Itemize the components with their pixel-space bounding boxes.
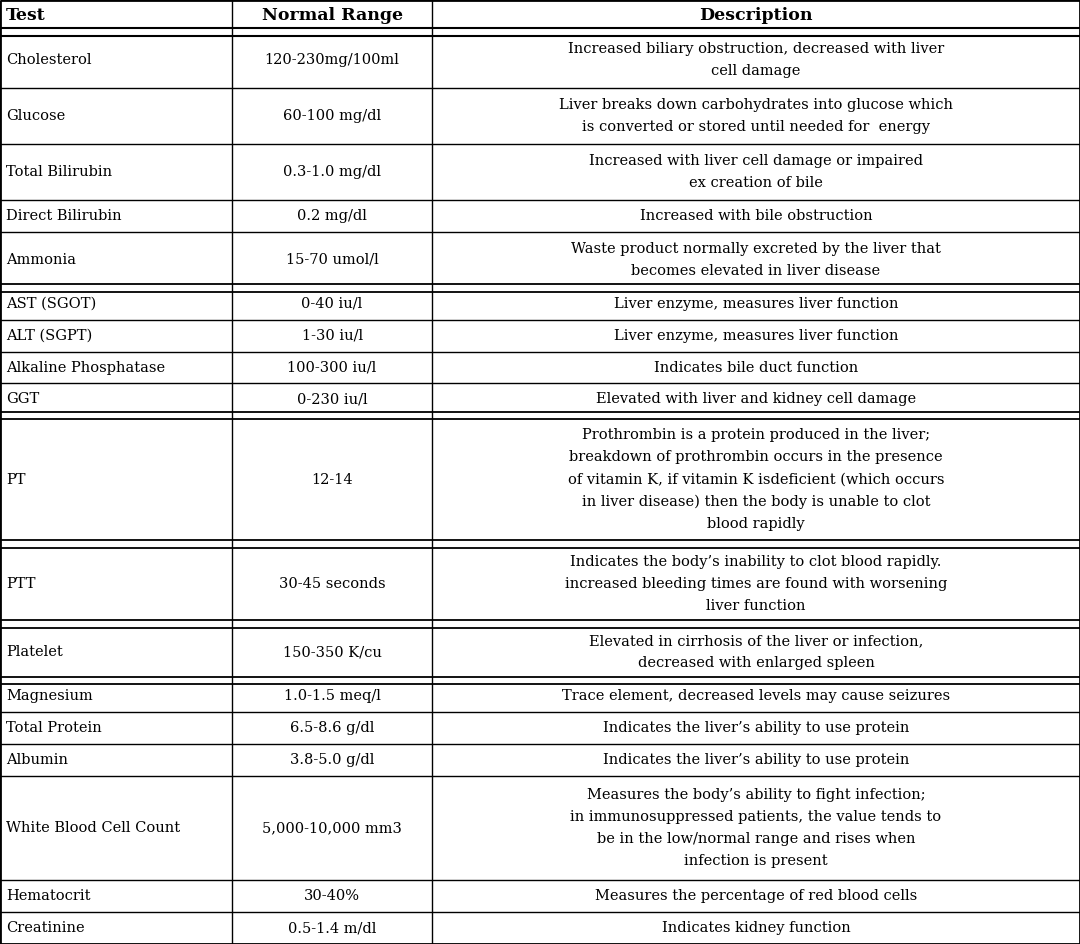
- Text: Total Protein: Total Protein: [6, 721, 103, 735]
- Text: blood rapidly: blood rapidly: [707, 517, 805, 531]
- Text: Glucose: Glucose: [6, 109, 66, 123]
- Text: Prothrombin is a protein produced in the liver;: Prothrombin is a protein produced in the…: [582, 429, 930, 442]
- Text: ex creation of bile: ex creation of bile: [689, 177, 823, 190]
- Text: Indicates the body’s inability to clot blood rapidly.: Indicates the body’s inability to clot b…: [570, 555, 942, 569]
- Text: in liver disease) then the body is unable to clot: in liver disease) then the body is unabl…: [582, 495, 930, 509]
- Text: 100-300 iu/l: 100-300 iu/l: [287, 361, 377, 375]
- Text: 0.3-1.0 mg/dl: 0.3-1.0 mg/dl: [283, 165, 381, 179]
- Text: 12-14: 12-14: [311, 473, 353, 487]
- Text: Normal Range: Normal Range: [261, 8, 403, 25]
- Text: Elevated with liver and kidney cell damage: Elevated with liver and kidney cell dama…: [596, 393, 916, 406]
- Text: 150-350 K/cu: 150-350 K/cu: [283, 646, 381, 659]
- Text: ALT (SGPT): ALT (SGPT): [6, 329, 93, 343]
- Text: Alkaline Phosphatase: Alkaline Phosphatase: [6, 361, 165, 375]
- Text: Magnesium: Magnesium: [6, 689, 93, 703]
- Text: Ammonia: Ammonia: [6, 253, 77, 267]
- Text: 0-230 iu/l: 0-230 iu/l: [297, 393, 367, 406]
- Text: Increased with bile obstruction: Increased with bile obstruction: [639, 209, 873, 223]
- Text: 120-230mg/100ml: 120-230mg/100ml: [265, 53, 400, 67]
- Text: Indicates kidney function: Indicates kidney function: [662, 921, 850, 936]
- Text: liver function: liver function: [706, 599, 806, 614]
- Text: Indicates bile duct function: Indicates bile duct function: [653, 361, 859, 375]
- Text: 15-70 umol/l: 15-70 umol/l: [286, 253, 378, 267]
- Text: Description: Description: [699, 8, 813, 25]
- Text: 5,000-10,000 mm3: 5,000-10,000 mm3: [262, 821, 402, 835]
- Text: breakdown of prothrombin occurs in the presence: breakdown of prothrombin occurs in the p…: [569, 450, 943, 464]
- Text: 0.5-1.4 m/dl: 0.5-1.4 m/dl: [288, 921, 376, 936]
- Text: 3.8-5.0 g/dl: 3.8-5.0 g/dl: [289, 753, 375, 767]
- Text: Hematocrit: Hematocrit: [6, 889, 91, 903]
- Text: 60-100 mg/dl: 60-100 mg/dl: [283, 109, 381, 123]
- Text: infection is present: infection is present: [685, 854, 827, 868]
- Text: 1-30 iu/l: 1-30 iu/l: [301, 329, 363, 343]
- Text: becomes elevated in liver disease: becomes elevated in liver disease: [632, 264, 880, 278]
- Text: PTT: PTT: [6, 577, 36, 591]
- Text: 30-45 seconds: 30-45 seconds: [279, 577, 386, 591]
- Text: of vitamin K, if vitamin K isdeficient (which occurs: of vitamin K, if vitamin K isdeficient (…: [568, 473, 944, 487]
- Text: Measures the percentage of red blood cells: Measures the percentage of red blood cel…: [595, 889, 917, 903]
- Text: Liver enzyme, measures liver function: Liver enzyme, measures liver function: [613, 296, 899, 311]
- Text: Liver breaks down carbohydrates into glucose which: Liver breaks down carbohydrates into glu…: [559, 98, 953, 111]
- Text: Test: Test: [5, 8, 45, 25]
- Text: Direct Bilirubin: Direct Bilirubin: [6, 209, 122, 223]
- Text: Creatinine: Creatinine: [6, 921, 85, 936]
- Text: White Blood Cell Count: White Blood Cell Count: [6, 821, 180, 835]
- Text: 0-40 iu/l: 0-40 iu/l: [301, 296, 363, 311]
- Text: Measures the body’s ability to fight infection;: Measures the body’s ability to fight inf…: [586, 787, 926, 801]
- Text: Increased with liver cell damage or impaired: Increased with liver cell damage or impa…: [589, 154, 923, 168]
- Text: 0.2 mg/dl: 0.2 mg/dl: [297, 209, 367, 223]
- Text: Indicates the liver’s ability to use protein: Indicates the liver’s ability to use pro…: [603, 753, 909, 767]
- Text: AST (SGOT): AST (SGOT): [6, 296, 97, 311]
- Text: 1.0-1.5 meq/l: 1.0-1.5 meq/l: [284, 689, 380, 703]
- Text: Elevated in cirrhosis of the liver or infection,: Elevated in cirrhosis of the liver or in…: [589, 634, 923, 649]
- Text: be in the low/normal range and rises when: be in the low/normal range and rises whe…: [597, 833, 915, 846]
- Text: in immunosuppressed patients, the value tends to: in immunosuppressed patients, the value …: [570, 810, 942, 824]
- Text: Trace element, decreased levels may cause seizures: Trace element, decreased levels may caus…: [562, 689, 950, 703]
- Text: 30-40%: 30-40%: [305, 889, 360, 903]
- Text: 6.5-8.6 g/dl: 6.5-8.6 g/dl: [289, 721, 375, 735]
- Text: GGT: GGT: [6, 393, 40, 406]
- Text: Albumin: Albumin: [6, 753, 68, 767]
- Text: is converted or stored until needed for  energy: is converted or stored until needed for …: [582, 120, 930, 134]
- Text: Liver enzyme, measures liver function: Liver enzyme, measures liver function: [613, 329, 899, 343]
- Text: Platelet: Platelet: [6, 646, 64, 659]
- Text: PT: PT: [6, 473, 26, 487]
- Text: decreased with enlarged spleen: decreased with enlarged spleen: [637, 656, 875, 670]
- Text: Cholesterol: Cholesterol: [6, 53, 92, 67]
- Text: Waste product normally excreted by the liver that: Waste product normally excreted by the l…: [571, 242, 941, 256]
- Text: Total Bilirubin: Total Bilirubin: [6, 165, 112, 179]
- Text: cell damage: cell damage: [712, 64, 800, 78]
- Text: increased bleeding times are found with worsening: increased bleeding times are found with …: [565, 577, 947, 591]
- Text: Increased biliary obstruction, decreased with liver: Increased biliary obstruction, decreased…: [568, 42, 944, 56]
- Text: Indicates the liver’s ability to use protein: Indicates the liver’s ability to use pro…: [603, 721, 909, 735]
